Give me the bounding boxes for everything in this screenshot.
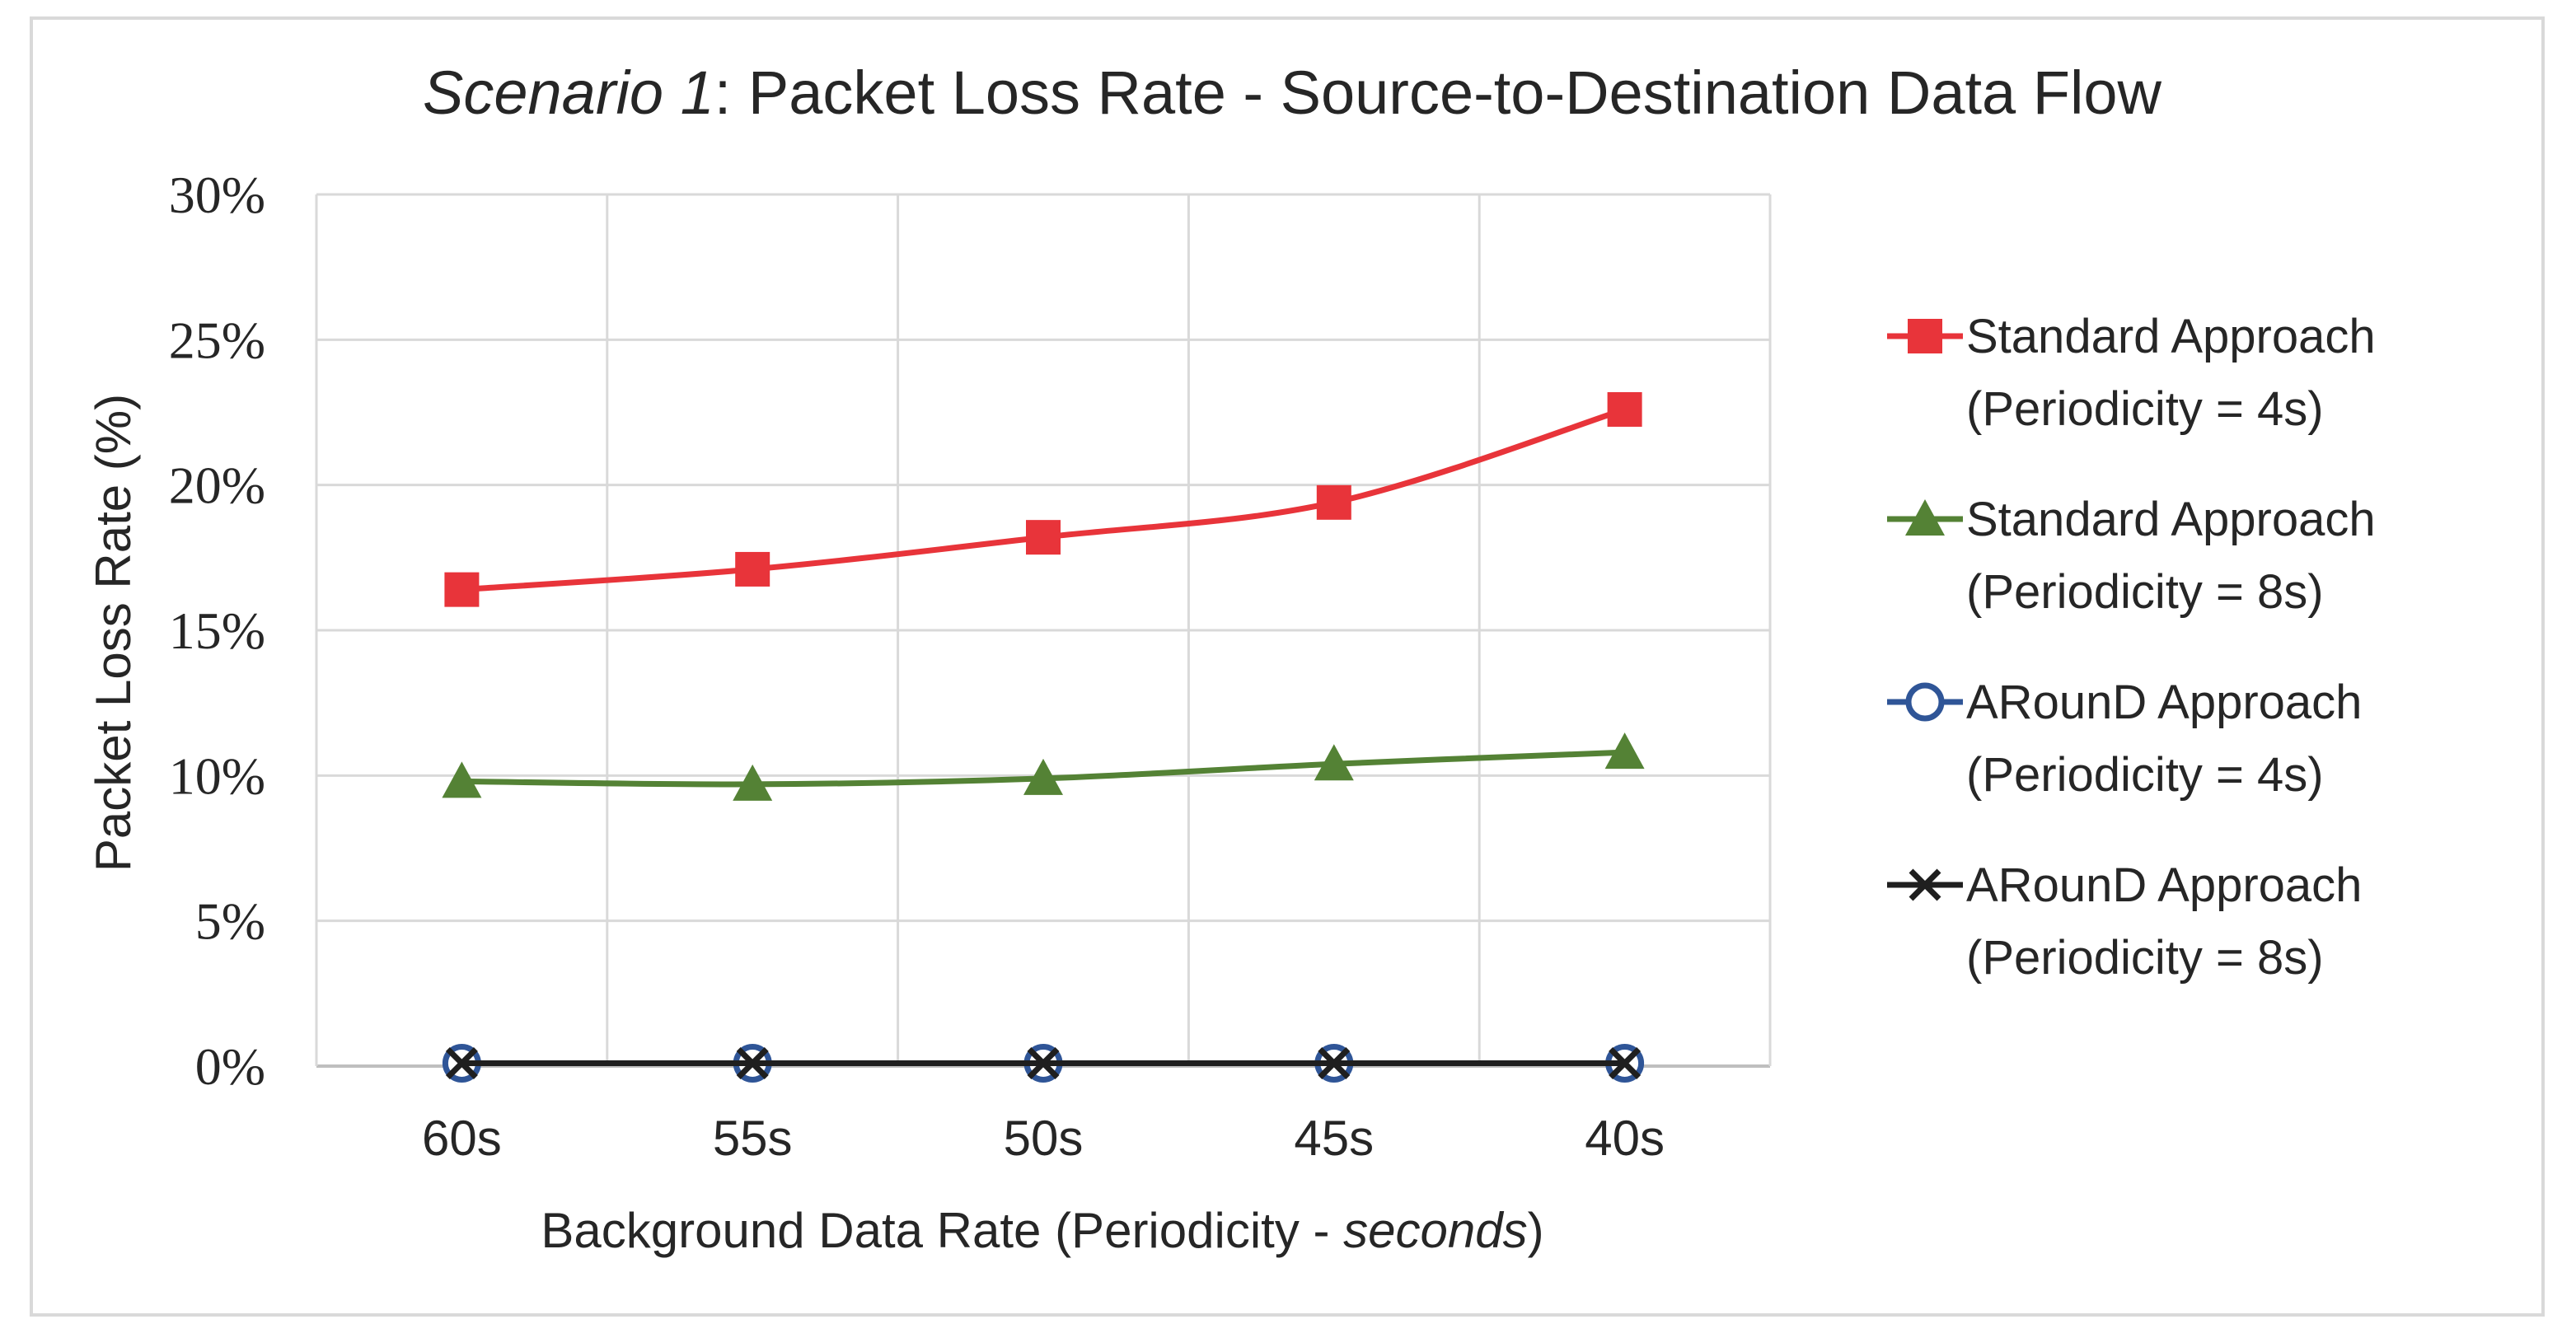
legend-label-line1: ARounD Approach xyxy=(1966,676,2362,729)
data-point xyxy=(442,761,482,798)
data-point xyxy=(1314,744,1354,781)
data-point xyxy=(445,1046,478,1079)
legend-item-4: ARounD Approach (Periodicity = 8s) xyxy=(1887,858,2362,985)
legend-label-line1: ARounD Approach xyxy=(1966,858,2362,912)
legend-label-line2: (Periodicity = 4s) xyxy=(1966,382,2324,436)
y-tick-label: 0% xyxy=(195,1037,265,1096)
y-tick-label: 10% xyxy=(169,746,265,805)
legend-marker xyxy=(1908,319,1942,353)
y-tick-label: 30% xyxy=(169,166,265,224)
series-group xyxy=(442,391,1645,1083)
data-point xyxy=(1026,520,1061,555)
marker-stroke xyxy=(1609,1046,1642,1079)
legend-marker xyxy=(1909,868,1941,901)
legend-marker xyxy=(1905,682,1945,722)
y-tick-label: 15% xyxy=(169,601,265,660)
data-point xyxy=(733,764,773,801)
x-axis-ticks: 60s 55s 50s 45s 40s xyxy=(422,1111,1665,1166)
x-tick-label: 60s xyxy=(422,1111,502,1166)
data-point xyxy=(1027,1046,1060,1079)
marker-stroke xyxy=(1909,868,1941,901)
series-1 xyxy=(444,391,1642,607)
data-point xyxy=(1316,484,1351,520)
y-tick-label: 25% xyxy=(169,311,265,369)
legend-item-2: Standard Approach (Periodicity = 8s) xyxy=(1887,493,2376,619)
series-line xyxy=(461,406,1626,593)
data-point xyxy=(1609,1046,1642,1079)
marker-stroke xyxy=(736,1046,769,1079)
data-point xyxy=(1607,391,1642,427)
legend-label-line1: Standard Approach xyxy=(1966,493,2376,546)
data-point xyxy=(1604,732,1645,770)
series-2 xyxy=(442,732,1645,801)
marker-stroke xyxy=(1318,1046,1351,1079)
legend-item-3: ARounD Approach (Periodicity = 4s) xyxy=(1887,676,2362,802)
chart-frame xyxy=(30,16,2545,1317)
x-axis-label: Background Data Rate (Periodicity - seco… xyxy=(541,1203,1543,1258)
y-tick-label: 20% xyxy=(169,456,265,515)
x-tick-label: 50s xyxy=(1004,1111,1084,1166)
data-point xyxy=(736,1046,769,1079)
x-tick-label: 55s xyxy=(713,1111,793,1166)
x-tick-label: 45s xyxy=(1294,1111,1374,1166)
legend-item-1: Standard Approach (Periodicity = 4s) xyxy=(1887,310,2376,436)
y-axis-ticks: 0% 5% 10% 15% 20% 25% 30% xyxy=(169,166,265,1096)
series-4 xyxy=(445,1046,1642,1079)
marker-stroke xyxy=(1027,1046,1060,1079)
data-point xyxy=(735,551,770,587)
legend-label-line2: (Periodicity = 8s) xyxy=(1966,565,2324,619)
data-point xyxy=(1023,758,1063,795)
legend-label-line2: (Periodicity = 4s) xyxy=(1966,748,2324,802)
y-tick-label: 5% xyxy=(195,892,265,951)
marker-stroke xyxy=(445,1046,478,1079)
legend: Standard Approach(Periodicity = 4s)Stand… xyxy=(1887,310,2376,985)
grid-lines xyxy=(315,193,1772,1068)
legend-label-line1: Standard Approach xyxy=(1966,310,2376,363)
legend-label-line2: (Periodicity = 8s) xyxy=(1966,931,2324,985)
chart-title: Scenario 1: Packet Loss Rate - Source-to… xyxy=(423,58,2162,127)
x-tick-label: 40s xyxy=(1585,1111,1665,1166)
data-point xyxy=(444,572,480,607)
data-point xyxy=(1318,1046,1351,1079)
legend-marker xyxy=(1905,499,1945,536)
y-axis-label: Packet Loss Rate (%) xyxy=(86,394,141,872)
